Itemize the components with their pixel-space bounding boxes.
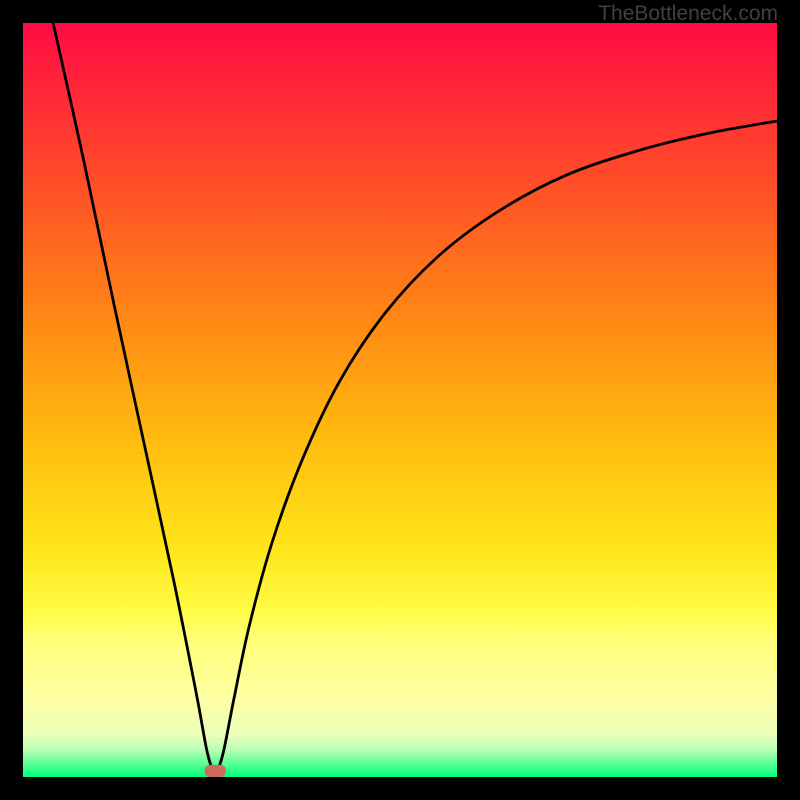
watermark-text: TheBottleneck.com <box>598 2 778 26</box>
chart-container: TheBottleneck.com <box>0 0 800 800</box>
minimum-marker <box>205 765 226 777</box>
bottleneck-chart <box>0 0 800 800</box>
gradient-plot-area <box>23 23 777 777</box>
